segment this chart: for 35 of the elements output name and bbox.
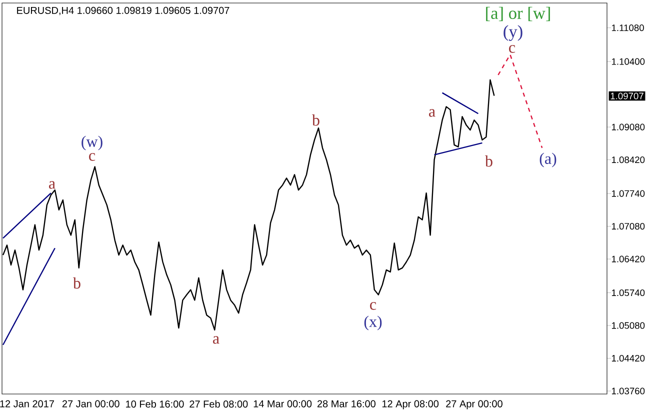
text: 1.09707 <box>610 92 644 100</box>
y-tick-label: 1.07080 <box>612 222 645 230</box>
y-tick-label: 1.05740 <box>612 289 645 296</box>
annotation: (x) <box>364 316 382 330</box>
x-tick-label: 14 Mar 00:00 <box>254 400 312 408</box>
annotation: c <box>509 45 516 53</box>
y-tick-label: 1.05080 <box>612 322 645 329</box>
y-tick-label: 1.07740 <box>612 190 645 197</box>
x-tick-label: 28 Mar 16:00 <box>317 400 376 408</box>
y-tick-label: 1.11080 <box>612 24 644 32</box>
x-tick-label: 12 Jan 2017 <box>0 400 54 408</box>
x-tick-label: 27 Jan 00:00 <box>62 400 120 408</box>
x-tick-label: 10 Feb 16:00 <box>126 400 184 408</box>
x-tick-label: 12 Apr 08:00 <box>382 400 439 410</box>
annotation: (a) <box>540 152 556 168</box>
annotation: (w) <box>82 136 102 150</box>
y-tick-label: 1.06420 <box>612 256 645 262</box>
y-tick-label: 1.03760 <box>612 388 645 394</box>
annotation: b <box>312 114 320 126</box>
annotation: [a] or [w] <box>486 6 550 22</box>
y-tick-label: 1.10400 <box>612 58 645 65</box>
annotation: b <box>73 277 80 289</box>
annotation: a <box>429 109 436 117</box>
annotation: a <box>49 181 56 189</box>
chart-title: EURUSD,H4 1.09660 1.09819 1.09605 1.09707 <box>17 6 230 16</box>
y-tick-label: 1.04420 <box>612 354 645 362</box>
annotation: c <box>370 302 376 310</box>
annotation: b <box>485 155 492 167</box>
annotation: a <box>213 336 220 344</box>
y-tick-label: 1.09080 <box>612 124 645 130</box>
x-tick-label: 27 Apr 00:00 <box>446 400 502 410</box>
y-tick-label: 1.08420 <box>612 156 645 164</box>
x-tick-label: 27 Feb 08:00 <box>190 400 248 408</box>
annotation: c <box>89 153 96 161</box>
annotation: (y) <box>504 25 522 41</box>
